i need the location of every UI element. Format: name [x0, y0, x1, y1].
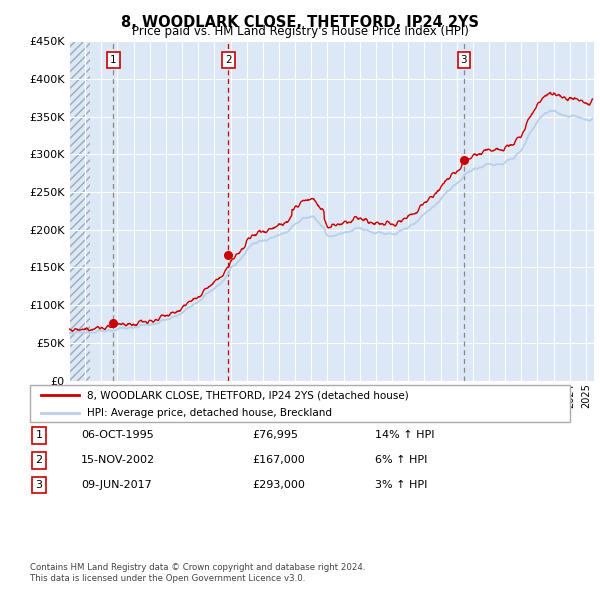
Text: 8, WOODLARK CLOSE, THETFORD, IP24 2YS (detached house): 8, WOODLARK CLOSE, THETFORD, IP24 2YS (d… [86, 390, 409, 400]
Text: £76,995: £76,995 [252, 431, 298, 440]
Bar [69, 41, 90, 381]
Text: 6% ↑ HPI: 6% ↑ HPI [375, 455, 427, 465]
Text: HPI: Average price, detached house, Breckland: HPI: Average price, detached house, Brec… [86, 408, 332, 418]
Text: Price paid vs. HM Land Registry's House Price Index (HPI): Price paid vs. HM Land Registry's House … [131, 25, 469, 38]
Text: 3: 3 [460, 55, 467, 65]
Text: This data is licensed under the Open Government Licence v3.0.: This data is licensed under the Open Gov… [30, 574, 305, 583]
Text: 06-OCT-1995: 06-OCT-1995 [81, 431, 154, 440]
Text: 2: 2 [225, 55, 232, 65]
Text: 3% ↑ HPI: 3% ↑ HPI [375, 480, 427, 490]
Text: Contains HM Land Registry data © Crown copyright and database right 2024.: Contains HM Land Registry data © Crown c… [30, 563, 365, 572]
Text: 15-NOV-2002: 15-NOV-2002 [81, 455, 155, 465]
Text: 1: 1 [110, 55, 117, 65]
Text: £293,000: £293,000 [252, 480, 305, 490]
Text: 3: 3 [35, 480, 43, 490]
Text: 8, WOODLARK CLOSE, THETFORD, IP24 2YS: 8, WOODLARK CLOSE, THETFORD, IP24 2YS [121, 15, 479, 30]
Text: £167,000: £167,000 [252, 455, 305, 465]
Text: 14% ↑ HPI: 14% ↑ HPI [375, 431, 434, 440]
Text: 2: 2 [35, 455, 43, 465]
Text: 09-JUN-2017: 09-JUN-2017 [81, 480, 152, 490]
Text: 1: 1 [35, 431, 43, 440]
